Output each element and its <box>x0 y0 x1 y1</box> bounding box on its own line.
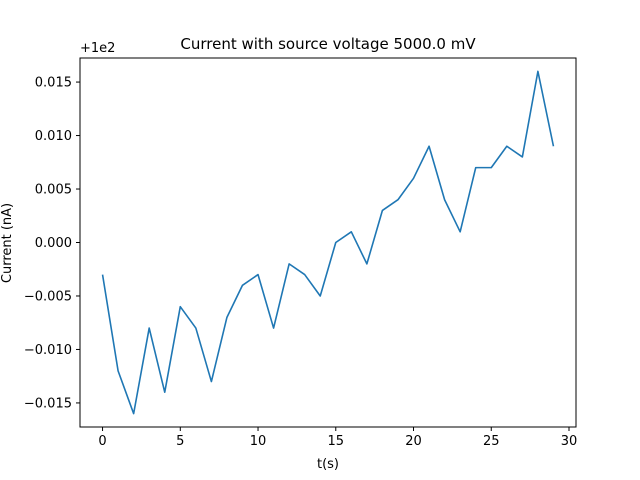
x-tick-label: 10 <box>250 434 267 449</box>
y-axis-ticks: −0.015 −0.010 −0.005 0.000 0.005 0.010 0.015 <box>24 76 80 411</box>
x-tick-label: 25 <box>483 434 500 449</box>
y-tick-label: 0.010 <box>35 129 72 144</box>
x-tick-label: 5 <box>176 434 184 449</box>
x-tick-label: 15 <box>328 434 345 449</box>
x-tick-label: 0 <box>98 434 106 449</box>
x-axis-label: t(s) <box>317 457 339 472</box>
x-tick-label: 30 <box>561 434 578 449</box>
chart-title: Current with source voltage 5000.0 mV <box>180 35 476 53</box>
plot-area <box>101 70 555 415</box>
y-axis-label: Current (nA) <box>0 203 15 283</box>
y-tick-label: 0.005 <box>35 183 72 198</box>
y-tick-label: 0.015 <box>35 76 72 91</box>
series-line-0 <box>101 70 555 415</box>
x-axis-ticks: 0 5 10 15 20 25 30 <box>98 427 577 449</box>
x-tick-label: 20 <box>405 434 422 449</box>
y-tick-label: −0.005 <box>24 289 72 304</box>
y-tick-label: 0.000 <box>35 236 72 251</box>
y-tick-label: −0.010 <box>24 343 72 358</box>
y-axis-offset-label: +1e2 <box>80 41 115 56</box>
y-tick-label: −0.015 <box>24 396 72 411</box>
